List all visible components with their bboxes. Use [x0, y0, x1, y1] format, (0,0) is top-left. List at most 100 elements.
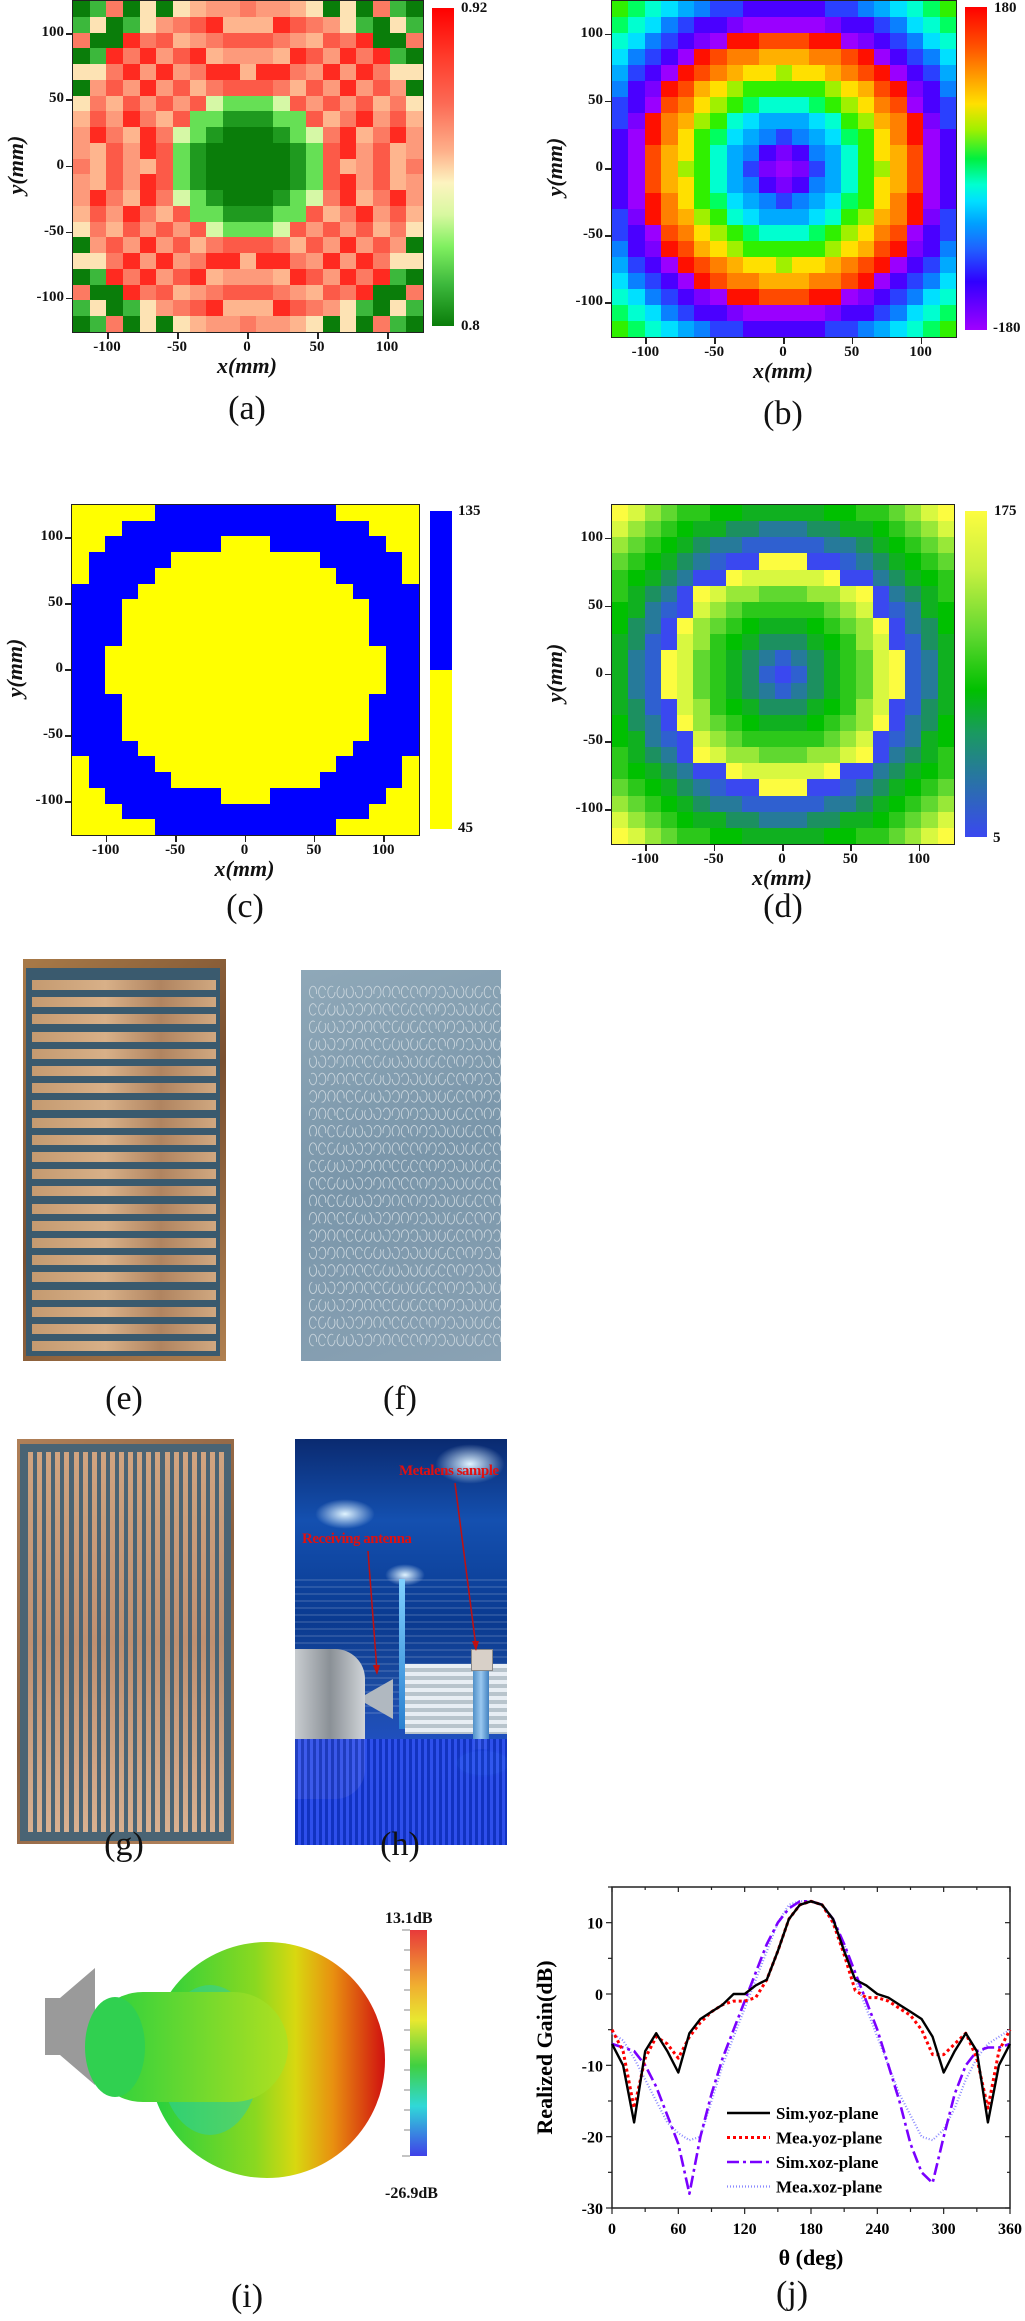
heatmap-cell — [356, 268, 373, 285]
heatmap-cell — [406, 64, 423, 80]
heatmap-cell — [693, 257, 711, 273]
heatmap-cell — [824, 225, 842, 241]
heatmap-cell — [220, 630, 238, 647]
heatmap-cell — [156, 300, 173, 317]
heatmap-cell — [220, 552, 238, 568]
heatmap-cell — [138, 646, 155, 663]
heatmap-cell — [220, 787, 238, 804]
heatmap-cell — [937, 650, 954, 667]
heatmap-cell — [921, 650, 938, 667]
copper-strip — [32, 1117, 216, 1128]
heatmap-cell — [220, 803, 238, 820]
copper-strip — [32, 1324, 216, 1334]
heatmap-cell — [890, 209, 907, 225]
heatmap-cell — [237, 646, 254, 663]
heatmap-cell — [874, 177, 891, 193]
heatmap-cell — [807, 698, 824, 715]
heatmap-cell — [222, 190, 240, 206]
heatmap-cell — [356, 95, 373, 112]
heatmap-cell — [289, 316, 307, 332]
heatmap-cell — [204, 662, 221, 678]
heatmap-cell — [406, 221, 423, 238]
heatmap-cell — [139, 64, 157, 80]
heatmap-cell — [220, 772, 238, 788]
heatmap-cell — [856, 569, 873, 586]
heatmap-cell — [189, 237, 207, 254]
heatmap-cell — [791, 650, 808, 667]
heatmap-cell — [872, 714, 889, 731]
heatmap-cell — [171, 662, 188, 678]
heatmap-cell — [172, 300, 190, 317]
heatmap-cell — [693, 129, 711, 145]
heatmap-cell — [122, 268, 140, 285]
heatmap-cell — [336, 756, 353, 773]
heatmap-cell — [890, 257, 907, 273]
heatmap-cell — [888, 521, 906, 538]
heatmap-cell — [372, 1, 390, 17]
heatmap-cell — [677, 225, 694, 241]
heatmap-cell — [888, 553, 906, 570]
heatmap-cell — [874, 1, 891, 17]
heatmap-cell — [693, 585, 710, 602]
heatmap-cell — [206, 142, 223, 159]
heatmap-cell — [791, 682, 808, 699]
heatmap-cell — [122, 237, 140, 254]
heatmap-cell — [906, 145, 924, 161]
heatmap-cell — [154, 583, 172, 600]
x-tick-label: 50 — [844, 344, 860, 360]
heatmap-cell — [921, 585, 938, 602]
heatmap-cell — [372, 79, 390, 96]
heatmap-cell — [905, 763, 922, 780]
heatmap-cell — [758, 795, 775, 812]
x-tick-mark — [107, 333, 109, 339]
heatmap-cell — [352, 646, 370, 663]
heatmap-cell — [239, 174, 257, 191]
heatmap-cell — [222, 1, 240, 17]
heatmap-cell — [389, 205, 407, 222]
heatmap-cell — [823, 827, 840, 844]
heatmap-cell — [872, 698, 889, 715]
heatmap-cell — [356, 1, 373, 17]
heatmap-cell — [774, 827, 792, 844]
heatmap-cell — [105, 505, 122, 521]
heatmap-cell — [742, 714, 759, 731]
heatmap-cell — [628, 1, 645, 17]
colorbar-c — [430, 511, 452, 829]
heatmap-cell — [339, 48, 357, 65]
heatmap-cell — [644, 177, 662, 193]
heatmap-cell — [612, 1, 629, 17]
heatmap-cell — [286, 615, 304, 631]
heatmap-cell — [139, 316, 157, 332]
heatmap-cell — [270, 693, 287, 710]
heatmap-cell — [628, 49, 645, 65]
heatmap-cell — [237, 630, 254, 647]
heatmap-cell — [406, 205, 423, 222]
heatmap-cell — [644, 666, 661, 683]
heatmap-cell — [693, 1, 711, 17]
heatmap-cell — [89, 284, 107, 301]
heatmap-cell — [774, 811, 792, 828]
heatmap-cell — [660, 569, 678, 586]
heatmap-cell — [237, 693, 254, 710]
y-tick-label: 10 — [587, 1916, 603, 1933]
heatmap-cell — [743, 321, 760, 337]
x-tick-label: -50 — [167, 339, 187, 355]
heatmap-cell — [693, 161, 711, 177]
heatmap-cell — [385, 646, 403, 663]
heatmap-cell — [808, 305, 825, 321]
heatmap-cell — [791, 585, 808, 602]
heatmap-cell — [759, 321, 776, 337]
heatmap-cell — [856, 714, 873, 731]
heatmap-cell — [372, 268, 390, 285]
heatmap-cell — [138, 583, 155, 600]
x-tick-mark — [317, 333, 319, 339]
heatmap-cell — [222, 16, 240, 33]
heatmap-cell — [644, 33, 662, 49]
heatmap-cell — [322, 205, 340, 222]
heatmap-cell — [336, 772, 353, 788]
heatmap-cell — [369, 505, 386, 521]
heatmap-cell — [189, 142, 207, 159]
heatmap-cell — [222, 111, 240, 128]
heatmap-cell — [89, 190, 107, 206]
heatmap-cell — [758, 585, 775, 602]
